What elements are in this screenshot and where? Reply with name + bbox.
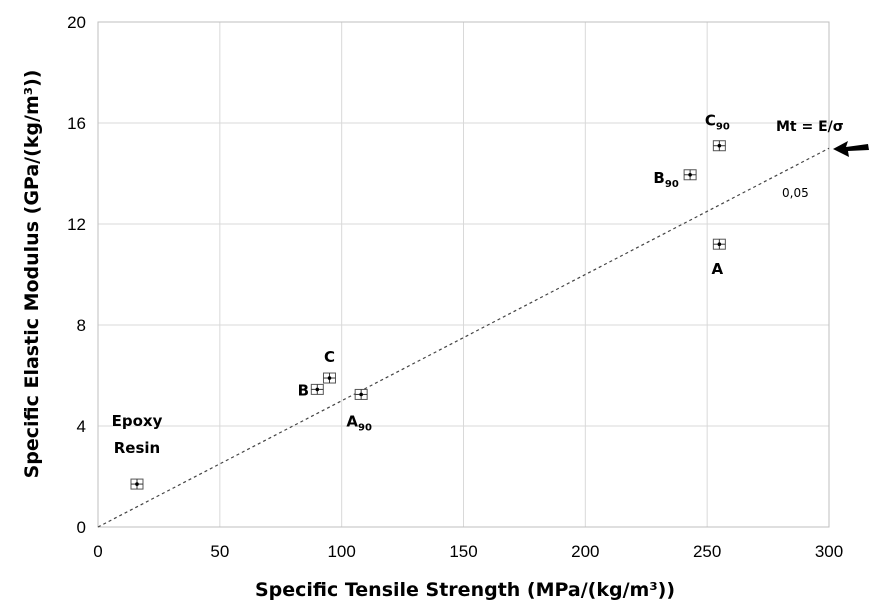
- x-tick-label: 250: [693, 542, 721, 561]
- reference-slope-label: 0,05: [782, 186, 809, 200]
- reference-line: [97, 147, 830, 528]
- y-tick-label: 0: [77, 518, 86, 537]
- point-label: A: [712, 260, 724, 278]
- x-tick-label: 150: [449, 542, 477, 561]
- point-label: C: [324, 348, 335, 366]
- point-label: A90: [346, 412, 372, 433]
- data-point: [683, 169, 697, 181]
- x-tick-label: 50: [210, 542, 229, 561]
- point-labels: Epoxy Resin BC A90 B90 C90 A: [112, 112, 730, 457]
- y-axis-title: Specific Elastic Modulus (GPa/(kg/m³)): [21, 70, 43, 479]
- y-tick-label: 8: [77, 316, 86, 335]
- x-tick-label: 0: [93, 542, 102, 561]
- data-points: [130, 140, 726, 490]
- data-point: [712, 140, 726, 152]
- point-label: Epoxy Resin: [112, 412, 163, 457]
- y-tick-label: 12: [67, 215, 86, 234]
- point-label: B90: [653, 169, 678, 190]
- y-tick-label: 20: [67, 13, 86, 32]
- arrow-icon: [833, 141, 869, 157]
- x-axis-title: Specific Tensile Strength (MPa/(kg/m³)): [255, 579, 675, 601]
- data-point: [354, 388, 368, 400]
- y-tick-labels: 0 4 8 12 16 20: [67, 13, 86, 537]
- reference-line-label: Mt = E/σ: [776, 119, 844, 135]
- x-tick-label: 300: [815, 542, 843, 561]
- y-tick-label: 16: [67, 114, 86, 133]
- data-point: [712, 238, 726, 250]
- x-tick-label: 200: [571, 542, 599, 561]
- data-point: [310, 383, 324, 395]
- plot-area: [97, 21, 830, 528]
- data-point: [322, 372, 336, 384]
- x-tick-label: 100: [327, 542, 355, 561]
- x-tick-labels: 0 50 100 150 200 250 300: [93, 542, 843, 561]
- y-tick-label: 4: [77, 417, 86, 436]
- data-point: [130, 478, 144, 490]
- point-label: C90: [705, 112, 730, 133]
- point-label: B: [298, 381, 309, 399]
